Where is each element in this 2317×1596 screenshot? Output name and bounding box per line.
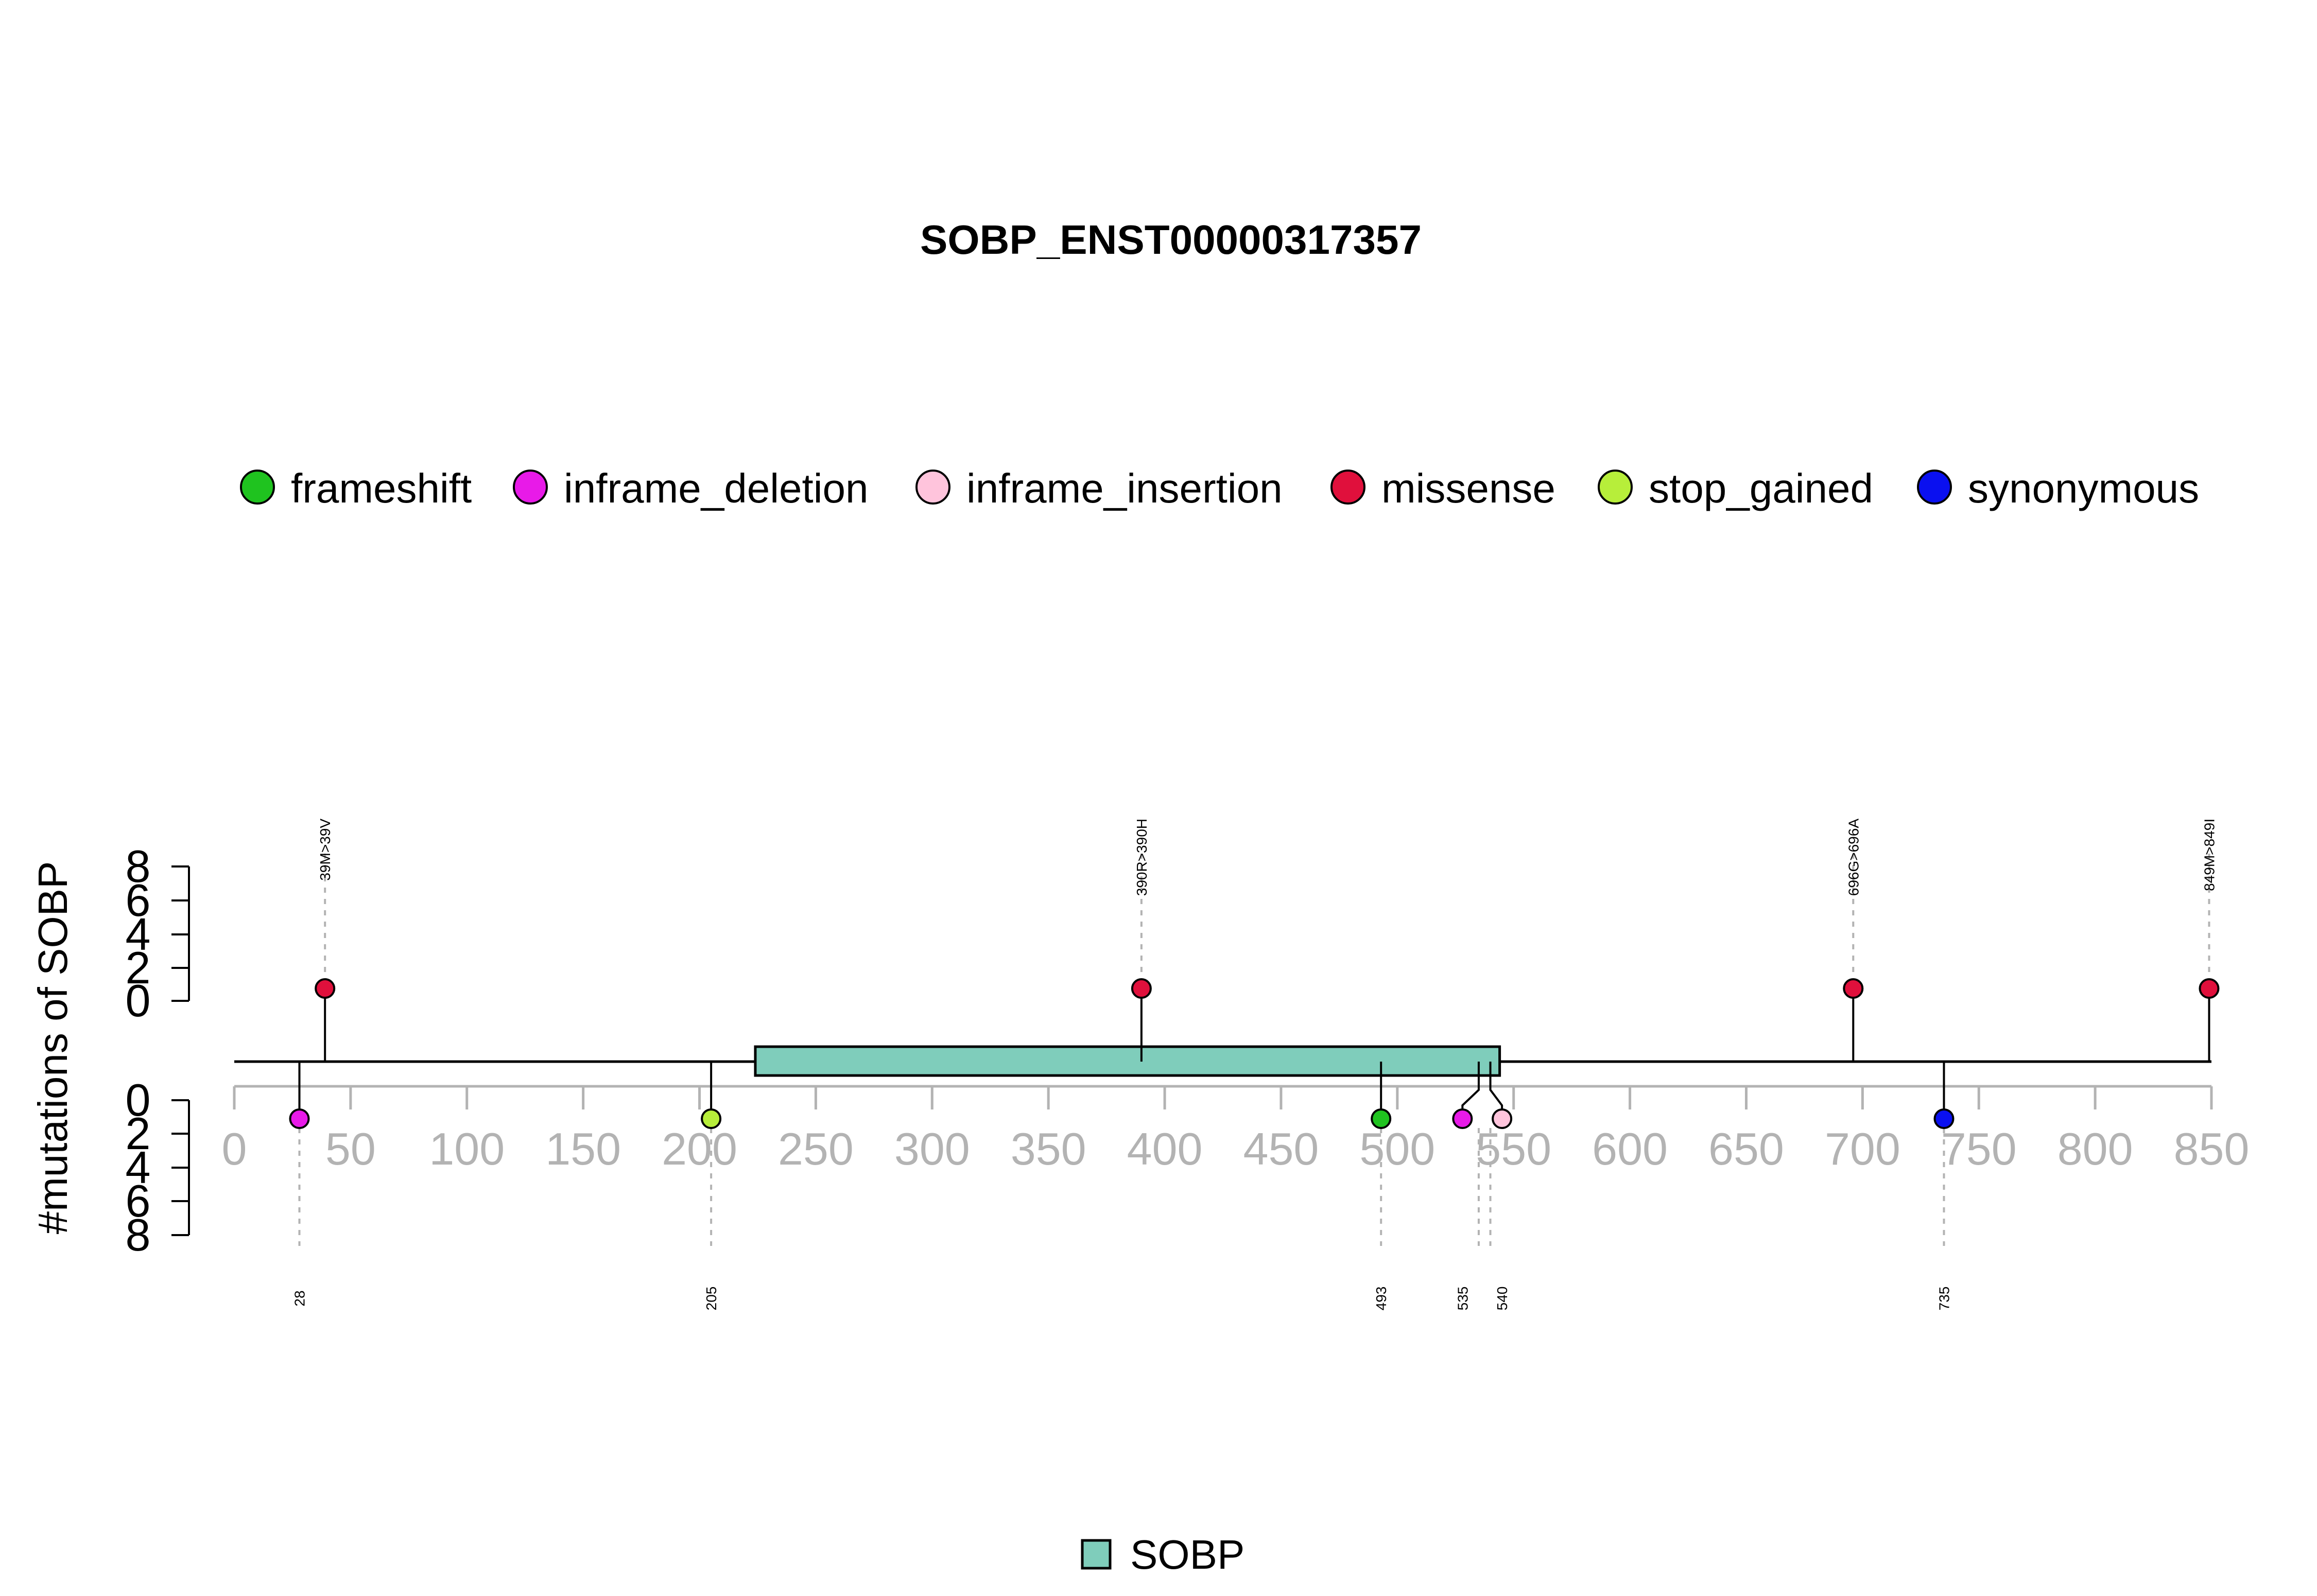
mutation-label-540: 540 [1494, 1287, 1510, 1311]
y-tick-label-bottom-2: 2 [126, 1108, 151, 1159]
mutation-head-205 [701, 1108, 722, 1129]
mutation-label-493: 493 [1373, 1287, 1389, 1311]
x-tick-label-250: 250 [778, 1123, 854, 1174]
mutation-type-legend: frameshift inframe_deletion inframe_insert… [240, 465, 2199, 511]
mutation-label-696: 696G>696A [1845, 819, 1861, 896]
legend-label-missense: missense [1381, 465, 1555, 511]
y-tick-label-top-0: 0 [126, 975, 151, 1026]
x-tick-label-50: 50 [325, 1123, 376, 1174]
legend-label-inframe_insertion: inframe_insertion [966, 465, 1283, 511]
domain-legend-label: SOBP [1130, 1532, 1244, 1577]
x-tick-label-650: 650 [1708, 1123, 1784, 1174]
y-tick-label-bottom-4: 4 [126, 1142, 151, 1193]
x-tick-label-150: 150 [545, 1123, 621, 1174]
x-tick-label-800: 800 [2057, 1123, 2133, 1174]
y-tick-label-top-8: 8 [126, 841, 151, 892]
x-tick-label-500: 500 [1359, 1123, 1435, 1174]
legend-marker-synonymous [1917, 470, 1952, 505]
mutation-head-493 [1371, 1108, 1392, 1129]
mutation-head-28 [289, 1108, 310, 1129]
x-tick-label-100: 100 [429, 1123, 505, 1174]
mutation-head-849 [2199, 978, 2220, 999]
domain-legend-marker [1081, 1539, 1112, 1570]
y-tick-label-top-6: 6 [126, 875, 151, 926]
legend-label-synonymous: synonymous [1968, 465, 2199, 511]
domain-SOBP [754, 1045, 1501, 1077]
legend-marker-missense [1330, 470, 1365, 505]
mutation-head-535 [1452, 1108, 1473, 1129]
y-axis-label: #mutations of SOBP [30, 861, 76, 1235]
mutation-label-28: 28 [291, 1290, 307, 1306]
x-tick-label-850: 850 [2174, 1123, 2250, 1174]
mutation-label-390: 390R>390H [1134, 819, 1150, 896]
y-tick-label-top-2: 2 [126, 942, 151, 993]
mutation-head-735 [1933, 1108, 1955, 1129]
x-tick-label-600: 600 [1592, 1123, 1668, 1174]
legend-label-stop_gained: stop_gained [1649, 465, 1873, 511]
domain-legend: SOBP [1081, 1532, 1244, 1577]
x-tick-label-350: 350 [1011, 1123, 1086, 1174]
x-tick-label-550: 550 [1476, 1123, 1551, 1174]
mutation-label-735: 735 [1936, 1287, 1952, 1311]
mutation-head-540 [1492, 1108, 1513, 1129]
y-tick-label-bottom-8: 8 [126, 1209, 151, 1260]
legend-label-inframe_deletion: inframe_deletion [564, 465, 868, 511]
x-tick-label-300: 300 [894, 1123, 970, 1174]
legend-marker-inframe_deletion [513, 470, 548, 505]
y-tick-label-bottom-6: 6 [126, 1175, 151, 1226]
x-tick-label-200: 200 [662, 1123, 737, 1174]
chart-title: SOBP_ENST00000317357 [920, 217, 1422, 263]
legend-marker-stop_gained [1598, 470, 1633, 505]
mutation-head-39 [315, 978, 336, 999]
mutation-head-390 [1131, 978, 1152, 999]
x-tick-label-750: 750 [1941, 1123, 2017, 1174]
x-tick-label-700: 700 [1825, 1123, 1900, 1174]
mutation-label-849: 849M>849I [2201, 819, 2217, 891]
mutation-label-205: 205 [703, 1287, 719, 1311]
y-tick-label-bottom-0: 0 [126, 1074, 151, 1125]
x-tick-label-0: 0 [222, 1123, 247, 1174]
mutation-head-696 [1843, 978, 1864, 999]
legend-marker-frameshift [240, 470, 275, 505]
x-tick-label-450: 450 [1243, 1123, 1319, 1174]
mutation-label-39: 39M>39V [317, 819, 333, 881]
y-tick-label-top-4: 4 [126, 909, 151, 960]
legend-label-frameshift: frameshift [291, 465, 472, 511]
legend-marker-inframe_insertion [915, 470, 950, 505]
x-tick-label-400: 400 [1127, 1123, 1203, 1174]
mutation-label-535: 535 [1455, 1287, 1471, 1311]
